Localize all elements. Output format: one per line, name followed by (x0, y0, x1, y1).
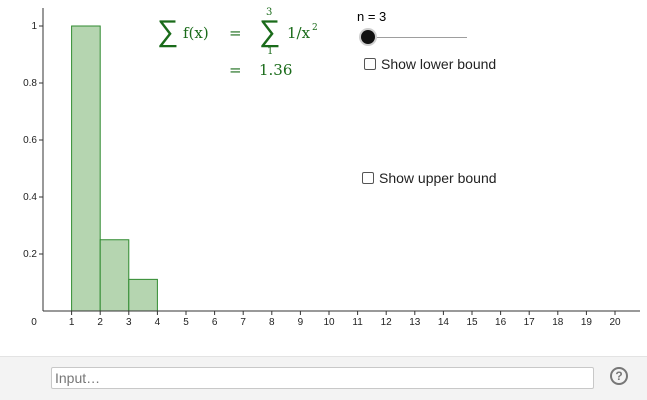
formula-exponent: 2 (312, 23, 318, 33)
sigma-symbol-left: ∑ (157, 15, 178, 48)
chart-canvas: 0 1 2 3 4 5 6 7 8 9 10 11 12 13 14 15 16 17 18 19 20 0.20.40… (23, 7, 640, 328)
upper-bound-checkbox[interactable] (362, 172, 374, 184)
x-tick-label: 18 (552, 317, 564, 328)
lower-bound-checkbox[interactable] (364, 58, 376, 70)
slider-label: n = 3 (357, 9, 387, 24)
histogram-bar (128, 278, 158, 312)
x-tick-label: 4 (155, 317, 161, 328)
bars-group (71, 25, 158, 312)
x-tick-label: 11 (352, 317, 363, 328)
x-tick-label: 3 (126, 317, 132, 328)
sum-formula: ∑ f(x) = 3 ∑ 1 1/x 2 = 1.36 (157, 7, 318, 79)
x-tick-label: 17 (524, 317, 536, 328)
upper-bound-toggle[interactable]: Show upper bound (362, 170, 497, 186)
y-tick-label: 0.8 (23, 78, 37, 89)
histogram-bar (71, 25, 101, 312)
algebra-input[interactable] (51, 367, 594, 389)
sigma-symbol-right: ∑ (259, 15, 280, 48)
x-tick-label: 2 (97, 317, 103, 328)
x-tick-label: 1 (69, 317, 75, 328)
x-tick-label: 7 (240, 317, 246, 328)
x-tick-label: 14 (438, 317, 450, 328)
slider-track[interactable] (369, 37, 467, 38)
lower-bound-label: Show lower bound (381, 56, 497, 72)
input-bar: ? (0, 356, 647, 400)
lower-bound-toggle[interactable]: Show lower bound (364, 56, 496, 72)
formula-result: 1.36 (259, 61, 292, 79)
x-tick-label: 9 (298, 317, 304, 328)
formula-lhs: f(x) (183, 24, 209, 42)
x-tick-label: 19 (581, 317, 593, 328)
x-tick-label: 13 (409, 317, 421, 328)
sum-upper-limit: 3 (266, 7, 272, 18)
formula-term: 1/x (287, 24, 311, 42)
y-tick-label: 0.6 (23, 135, 37, 146)
x-tick-label: 0 (31, 317, 37, 328)
upper-bound-label: Show upper bound (379, 170, 497, 186)
axes-group (42, 8, 640, 312)
y-tick-label: 1 (31, 21, 37, 32)
y-tick-label: 0.2 (23, 249, 37, 260)
x-tick-label: 20 (609, 317, 621, 328)
x-ticks: 0 1 2 3 4 5 6 7 8 9 10 11 12 13 14 15 16 17 18 19 20 (31, 311, 621, 328)
x-tick-label: 5 (183, 317, 189, 328)
help-circle-icon[interactable]: ? (610, 367, 628, 385)
x-tick-label: 6 (212, 317, 218, 328)
histogram-bar (99, 239, 130, 312)
x-tick-label: 16 (495, 317, 507, 328)
slider-knob[interactable] (361, 30, 375, 44)
sum-lower-limit: 1 (267, 46, 273, 57)
formula-equals-2: = (229, 61, 242, 79)
x-tick-label: 15 (466, 317, 478, 328)
y-tick-label: 0.4 (23, 192, 37, 203)
x-tick-label: 12 (381, 317, 393, 328)
x-tick-label: 8 (269, 317, 275, 328)
y-ticks: 0.2 0.4 0.6 0.8 1 (23, 21, 43, 260)
formula-equals-1: = (229, 24, 242, 42)
x-tick-label: 10 (323, 317, 335, 328)
graphics-view[interactable]: 0 1 2 3 4 5 6 7 8 9 10 11 12 13 14 15 16 17 18 19 20 0.2 0.4 0… (0, 0, 647, 356)
